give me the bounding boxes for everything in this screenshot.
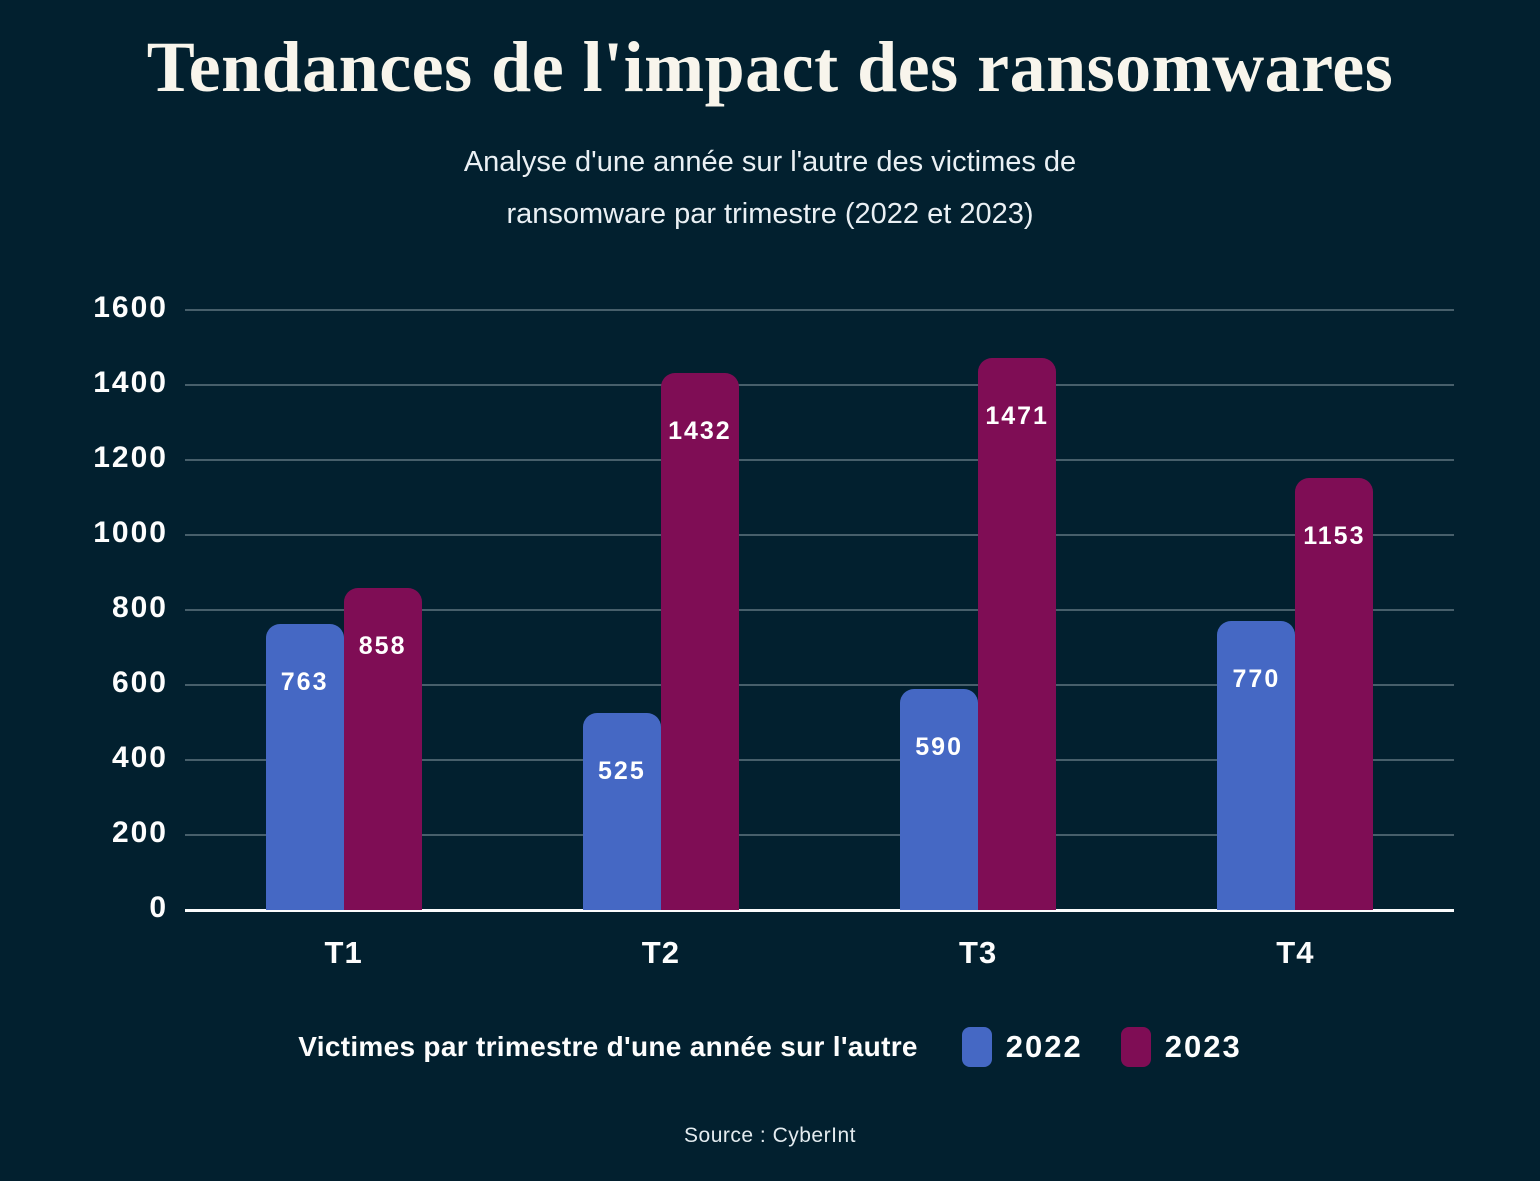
gridline-800 bbox=[185, 609, 1454, 611]
y-axis-tick-1400: 1400 bbox=[93, 366, 168, 399]
bar-2023-T1: 858 bbox=[343, 588, 422, 910]
legend-item-2023: 2023 bbox=[1120, 1027, 1242, 1067]
y-axis-tick-400: 400 bbox=[111, 741, 168, 774]
gridline-400 bbox=[185, 759, 1454, 761]
bar-2023-T2: 1432 bbox=[660, 373, 739, 910]
subtitle-line-1: Analyse d'une année sur l'autre des vict… bbox=[463, 146, 1077, 178]
y-axis-tick-200: 200 bbox=[111, 816, 168, 849]
bar-2022-T4: 770 bbox=[1217, 621, 1296, 910]
legend-year-2022: 2022 bbox=[1005, 1029, 1083, 1064]
y-axis-tick-800: 800 bbox=[111, 591, 168, 624]
legend-items: 2022 2023 bbox=[961, 1027, 1242, 1067]
bar-2022-T3: 590 bbox=[900, 688, 979, 910]
subtitle-line-2: ransomware par trimestre (2022 et 2023) bbox=[506, 198, 1034, 230]
gridline-1400 bbox=[185, 384, 1454, 386]
bar-value-2023-T3: 1471 bbox=[985, 402, 1049, 431]
y-axis-tick-1000: 1000 bbox=[93, 516, 168, 549]
bar-value-2022-T3: 590 bbox=[915, 732, 963, 761]
x-axis-label-T4: T4 bbox=[1276, 935, 1315, 970]
x-axis-label-T1: T1 bbox=[324, 935, 363, 970]
y-axis-tick-600: 600 bbox=[111, 666, 168, 699]
y-axis-tick-1200: 1200 bbox=[93, 441, 168, 474]
source-attribution: Source : CyberInt bbox=[684, 1124, 856, 1147]
bar-value-2023-T1: 858 bbox=[358, 632, 407, 661]
bar-2022-T2: 525 bbox=[582, 713, 661, 910]
bar-2023-T4: 1153 bbox=[1295, 477, 1374, 910]
bar-value-2022-T4: 770 bbox=[1232, 665, 1281, 694]
gridline-1000 bbox=[185, 534, 1454, 536]
x-axis-label-T2: T2 bbox=[641, 935, 680, 970]
bar-value-2022-T2: 525 bbox=[598, 757, 646, 786]
chart-subtitle: Analyse d'une année sur l'autre des vict… bbox=[0, 136, 1540, 240]
bar-value-2023-T4: 1153 bbox=[1303, 521, 1366, 550]
bar-2022-T1: 763 bbox=[265, 623, 344, 910]
chart-legend: Victimes par trimestre d'une année sur l… bbox=[0, 1018, 1540, 1076]
gridline-1600 bbox=[185, 309, 1454, 311]
legend-swatch-2023 bbox=[1120, 1027, 1151, 1067]
legend-year-2023: 2023 bbox=[1164, 1029, 1242, 1064]
bar-value-2022-T1: 763 bbox=[280, 667, 329, 696]
y-axis-tick-1600: 1600 bbox=[93, 291, 168, 324]
x-axis-label-T3: T3 bbox=[959, 935, 998, 970]
gridline-600 bbox=[185, 684, 1454, 686]
chart-title: Tendances de l'impact des ransomwares bbox=[146, 27, 1394, 107]
legend-swatch-2022 bbox=[961, 1027, 992, 1067]
legend-item-2022: 2022 bbox=[961, 1027, 1083, 1067]
y-axis-tick-0: 0 bbox=[149, 891, 168, 924]
bar-2023-T3: 1471 bbox=[978, 358, 1057, 910]
bar-chart-plot-area: 0 200 400 600 800 1000 1200 1400 1600 763 858 T1 525… bbox=[0, 280, 1540, 980]
gridline-1200 bbox=[185, 459, 1454, 461]
gridline-200 bbox=[185, 834, 1454, 836]
bar-value-2023-T2: 1432 bbox=[668, 417, 732, 445]
x-axis-baseline bbox=[185, 908, 1454, 912]
legend-title: Victimes par trimestre d'une année sur l… bbox=[298, 1031, 918, 1062]
